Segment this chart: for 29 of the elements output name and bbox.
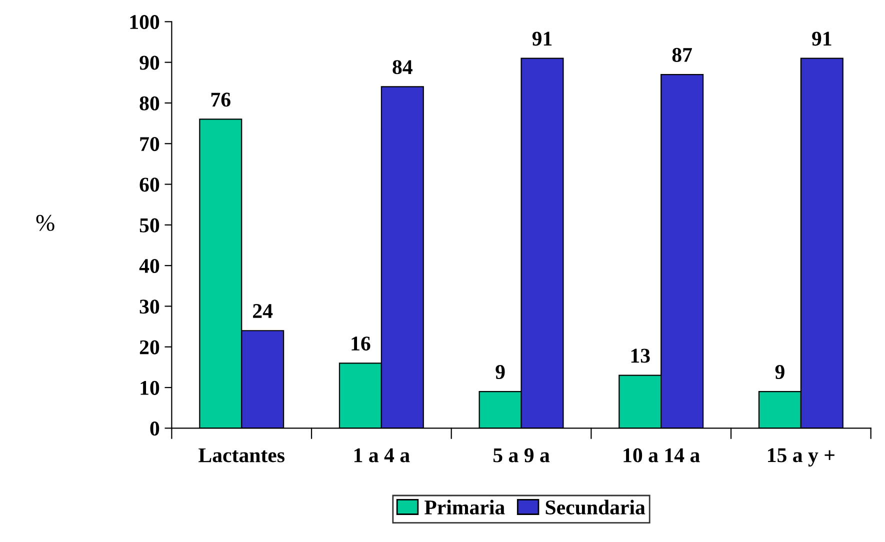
x-tick-label: Lactantes [198,448,284,462]
data-label: 76 [211,92,230,107]
data-label: 91 [812,32,832,46]
data-label: 9 [496,365,505,380]
x-tick-label: 1 a 4 a [354,448,410,462]
y-tick-label: 100 [130,15,160,30]
y-tick-label: 0 [150,422,160,436]
data-label: 16 [352,336,370,351]
y-tick-label: 30 [140,300,160,314]
y-tick-label: 50 [140,218,160,232]
data-label: 9 [775,365,784,380]
data-label: 84 [392,60,412,74]
data-label: 24 [253,304,273,318]
data-label: 91 [532,32,552,46]
y-tick-label: 40 [139,258,160,274]
x-tick-label: 10 a 14 a [624,448,700,462]
legend-label: Primaria [424,500,505,514]
data-label: 87 [672,48,692,62]
y-tick-label: 60 [140,178,160,192]
y-axis-title: % [36,214,54,231]
legend-label: Secundaria [546,500,646,515]
x-tick-label: 5 a 9 a [493,448,550,462]
y-tick-label: 10 [140,380,160,395]
y-tick-label: 70 [140,137,160,152]
y-tick-label: 20 [140,340,160,354]
data-label: 13 [631,348,650,363]
y-tick-label: 80 [140,96,160,110]
y-tick-label: 90 [140,56,160,70]
x-tick-label: 15 a y + [768,448,834,467]
